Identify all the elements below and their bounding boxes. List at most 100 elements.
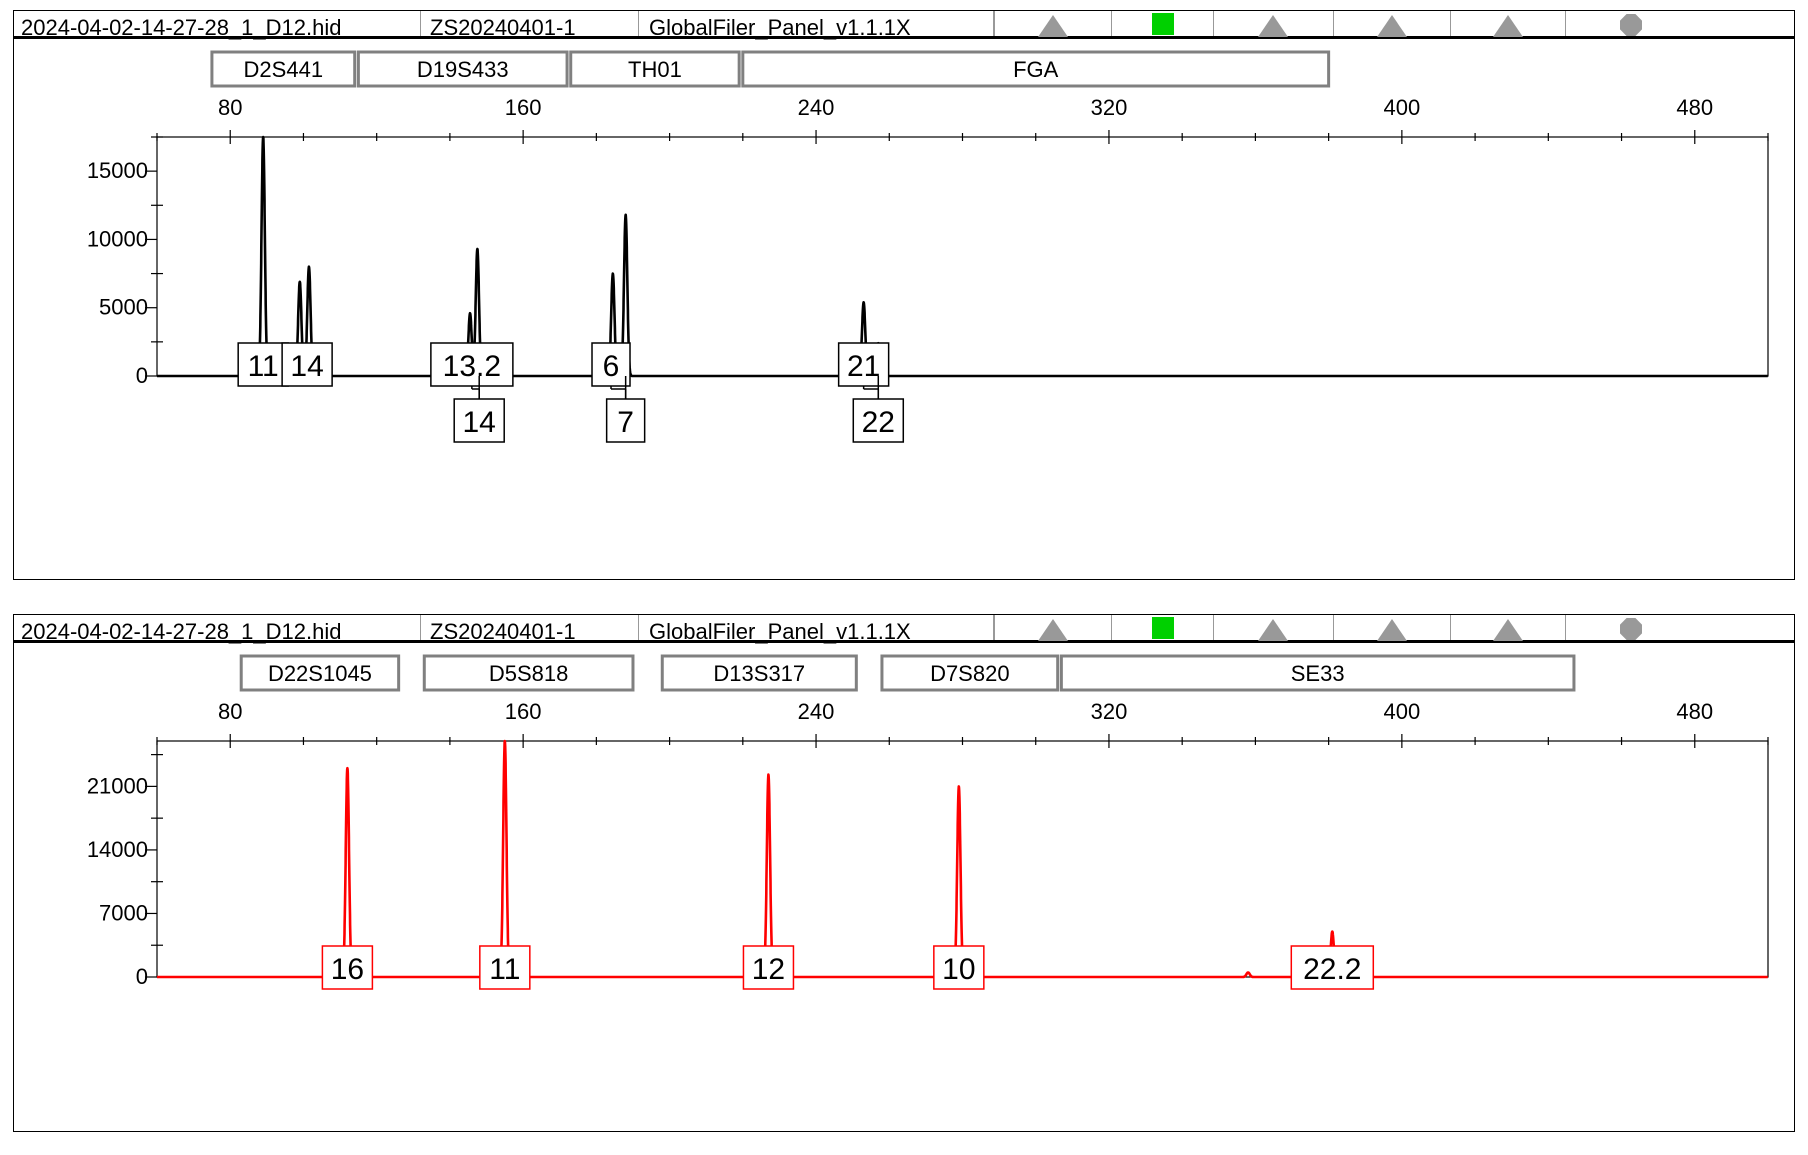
allele-call-label: 16 <box>331 953 364 986</box>
x-tick-label: 160 <box>505 95 542 120</box>
marker-bin <box>356 50 569 88</box>
header-panel-cell[interactable]: GlobalFiler_Panel_v1.1.1X <box>639 615 994 644</box>
marker-name: SE33 <box>1291 661 1345 686</box>
allele-call-box <box>281 342 333 387</box>
electropherogram-panel-blue: 2024-04-02-14-27-28_1_D12.hid ZS20240401… <box>13 10 1795 580</box>
plot-frame <box>156 136 1769 377</box>
allele-call-box <box>933 945 985 990</box>
allele-call-box <box>321 945 374 990</box>
y-tick-label: 0 <box>136 964 148 989</box>
allele-call-box <box>837 342 890 387</box>
triangle-icon <box>1493 15 1523 37</box>
allele-call-box <box>742 945 795 990</box>
y-tick-label: 0 <box>136 363 148 388</box>
x-tick-label: 320 <box>1091 95 1128 120</box>
header-file-cell[interactable]: 2024-04-02-14-27-28_1_D12.hid <box>14 615 421 644</box>
triangle-icon <box>1038 619 1068 641</box>
x-tick-label: 160 <box>505 699 542 724</box>
header-panel-name: GlobalFiler_Panel_v1.1.1X <box>649 15 911 40</box>
x-tick-label: 240 <box>798 95 835 120</box>
marker-name: TH01 <box>628 57 682 82</box>
header-sample-name: ZS20240401-1 <box>430 619 576 644</box>
marker-bin <box>741 50 1331 88</box>
panel-header: 2024-04-02-14-27-28_1_D12.hid ZS20240401… <box>14 11 1796 40</box>
triangle-icon <box>1493 619 1523 641</box>
octagon-icon <box>1620 618 1642 640</box>
allele-call-label: 12 <box>752 953 785 986</box>
allele-call-label: 13.2 <box>443 350 501 383</box>
marker-bin <box>422 654 635 692</box>
x-tick-label: 480 <box>1676 699 1713 724</box>
quality-indicator-cell[interactable] <box>1213 615 1333 641</box>
quality-indicator-cell[interactable] <box>994 11 1111 37</box>
allele-call-box <box>453 398 505 443</box>
triangle-icon <box>1377 15 1407 37</box>
panel-header: 2024-04-02-14-27-28_1_D12.hid ZS20240401… <box>14 615 1796 644</box>
quality-indicator-cell[interactable] <box>1111 615 1213 640</box>
allele-call-box <box>479 945 531 990</box>
header-sample-cell[interactable]: ZS20240401-1 <box>421 11 639 40</box>
triangle-icon <box>1258 619 1288 641</box>
header-sample-cell[interactable]: ZS20240401-1 <box>421 615 639 644</box>
allele-call-box <box>605 398 646 443</box>
x-tick-label: 80 <box>218 95 242 120</box>
header-file-name: 2024-04-02-14-27-28_1_D12.hid <box>21 619 342 644</box>
quality-indicator-cell[interactable] <box>1333 615 1450 641</box>
header-panel-cell[interactable]: GlobalFiler_Panel_v1.1.1X <box>639 11 994 40</box>
quality-indicator-cell[interactable] <box>1565 615 1796 640</box>
marker-bin <box>1059 654 1576 692</box>
y-tick-label: 5000 <box>99 295 148 320</box>
x-tick-label: 240 <box>798 699 835 724</box>
allele-call-box <box>591 342 631 387</box>
y-tick-label: 15000 <box>87 158 148 183</box>
dye-trace <box>155 739 1769 979</box>
y-tick-label: 7000 <box>99 900 148 925</box>
x-tick-label: 400 <box>1384 95 1421 120</box>
quality-indicator-cell[interactable] <box>1213 11 1333 37</box>
allele-call-label: 11 <box>248 350 279 383</box>
allele-call-label: 6 <box>603 350 620 383</box>
x-tick-label: 320 <box>1091 699 1128 724</box>
quality-indicator-cell[interactable] <box>994 615 1111 641</box>
marker-name: D19S433 <box>417 57 509 82</box>
y-tick-label: 14000 <box>87 837 148 862</box>
allele-call-box <box>237 342 289 387</box>
y-tick-label: 10000 <box>87 226 148 251</box>
quality-indicator-cell[interactable] <box>1450 615 1565 641</box>
allele-call-label: 7 <box>617 406 634 439</box>
allele-call-label: 14 <box>290 350 323 383</box>
octagon-icon <box>1620 14 1642 36</box>
square-icon <box>1152 13 1174 35</box>
quality-indicator-cell[interactable] <box>1111 11 1213 36</box>
marker-bin <box>569 50 741 88</box>
quality-indicator-cell[interactable] <box>1565 11 1796 36</box>
allele-call-box <box>852 398 905 443</box>
allele-call-label: 11 <box>489 953 520 986</box>
marker-name: FGA <box>1013 57 1059 82</box>
marker-name: D22S1045 <box>268 661 372 686</box>
y-tick-label: 21000 <box>87 773 148 798</box>
electropherogram-panel-green: 2024-04-02-14-27-28_1_D12.hid ZS20240401… <box>13 614 1795 1132</box>
dye-trace <box>155 135 1769 378</box>
allele-call-label: 14 <box>463 406 496 439</box>
header-file-cell[interactable]: 2024-04-02-14-27-28_1_D12.hid <box>14 11 421 40</box>
quality-indicator-cell[interactable] <box>1450 11 1565 37</box>
x-tick-label: 480 <box>1676 95 1713 120</box>
allele-call-label: 22.2 <box>1303 953 1361 986</box>
x-tick-label: 400 <box>1384 699 1421 724</box>
x-tick-label: 80 <box>218 699 242 724</box>
marker-bin <box>880 654 1060 692</box>
quality-indicator-cell[interactable] <box>1333 11 1450 37</box>
triangle-icon <box>1038 15 1068 37</box>
marker-name: D7S820 <box>930 661 1010 686</box>
allele-call-label: 22 <box>862 406 895 439</box>
marker-name: D2S441 <box>244 57 324 82</box>
header-sample-name: ZS20240401-1 <box>430 15 576 40</box>
marker-bin <box>210 50 357 88</box>
header-panel-name: GlobalFiler_Panel_v1.1.1X <box>649 619 911 644</box>
square-icon <box>1152 617 1174 639</box>
marker-bin <box>660 654 858 692</box>
header-file-name: 2024-04-02-14-27-28_1_D12.hid <box>21 15 342 40</box>
marker-name: D13S317 <box>713 661 805 686</box>
